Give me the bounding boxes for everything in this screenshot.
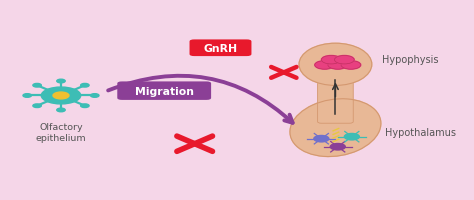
- Text: Migration: Migration: [135, 86, 194, 96]
- FancyBboxPatch shape: [190, 40, 251, 57]
- FancyArrowPatch shape: [108, 76, 292, 123]
- Ellipse shape: [299, 44, 372, 86]
- Circle shape: [315, 61, 335, 70]
- Circle shape: [314, 136, 329, 142]
- Circle shape: [330, 144, 345, 150]
- Circle shape: [41, 88, 81, 104]
- Circle shape: [344, 134, 359, 140]
- Ellipse shape: [290, 99, 381, 157]
- Circle shape: [33, 84, 41, 88]
- Circle shape: [91, 94, 99, 98]
- Circle shape: [321, 56, 341, 65]
- Circle shape: [33, 104, 41, 108]
- Circle shape: [57, 109, 65, 112]
- Circle shape: [23, 94, 31, 98]
- Circle shape: [81, 104, 89, 108]
- Circle shape: [335, 56, 354, 65]
- Text: Olfactory
epithelium: Olfactory epithelium: [36, 122, 86, 143]
- Text: Hypophysis: Hypophysis: [383, 55, 439, 65]
- Circle shape: [341, 61, 361, 70]
- FancyBboxPatch shape: [318, 78, 353, 124]
- Circle shape: [57, 80, 65, 83]
- Circle shape: [53, 93, 69, 99]
- FancyBboxPatch shape: [117, 82, 211, 100]
- Circle shape: [328, 61, 347, 70]
- Text: Hypothalamus: Hypothalamus: [385, 127, 456, 137]
- Text: GnRH: GnRH: [203, 43, 237, 53]
- Circle shape: [81, 84, 89, 88]
